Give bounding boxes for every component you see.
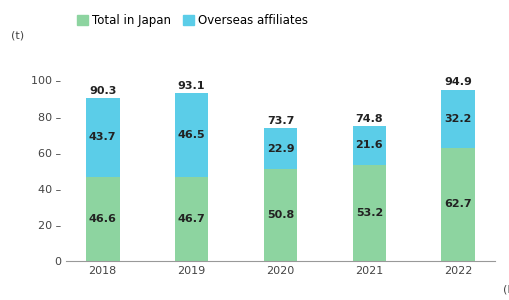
Text: 53.2: 53.2 — [355, 208, 382, 218]
Text: 46.7: 46.7 — [177, 214, 205, 224]
Text: 46.6: 46.6 — [89, 214, 117, 224]
Text: 93.1: 93.1 — [178, 81, 205, 91]
Bar — [352, 165, 385, 261]
Bar — [86, 98, 119, 177]
Text: 43.7: 43.7 — [89, 132, 116, 142]
Text: 50.8: 50.8 — [266, 210, 294, 220]
Bar — [441, 148, 474, 261]
Bar — [263, 169, 297, 261]
Text: (FY): (FY) — [502, 284, 509, 294]
Legend: Total in Japan, Overseas affiliates: Total in Japan, Overseas affiliates — [72, 10, 313, 32]
Text: 94.9: 94.9 — [443, 77, 471, 88]
Text: 32.2: 32.2 — [444, 114, 471, 124]
Text: 22.9: 22.9 — [266, 144, 294, 154]
Text: 90.3: 90.3 — [89, 86, 116, 96]
Text: 73.7: 73.7 — [266, 116, 294, 126]
Text: 46.5: 46.5 — [178, 130, 205, 140]
Bar — [263, 128, 297, 169]
Bar — [352, 126, 385, 165]
Text: 74.8: 74.8 — [355, 114, 382, 124]
Bar — [441, 90, 474, 148]
Bar — [175, 177, 208, 261]
Bar — [86, 177, 119, 261]
Text: (t): (t) — [11, 31, 24, 41]
Bar — [175, 93, 208, 177]
Text: 62.7: 62.7 — [444, 200, 471, 209]
Text: 21.6: 21.6 — [355, 140, 382, 150]
